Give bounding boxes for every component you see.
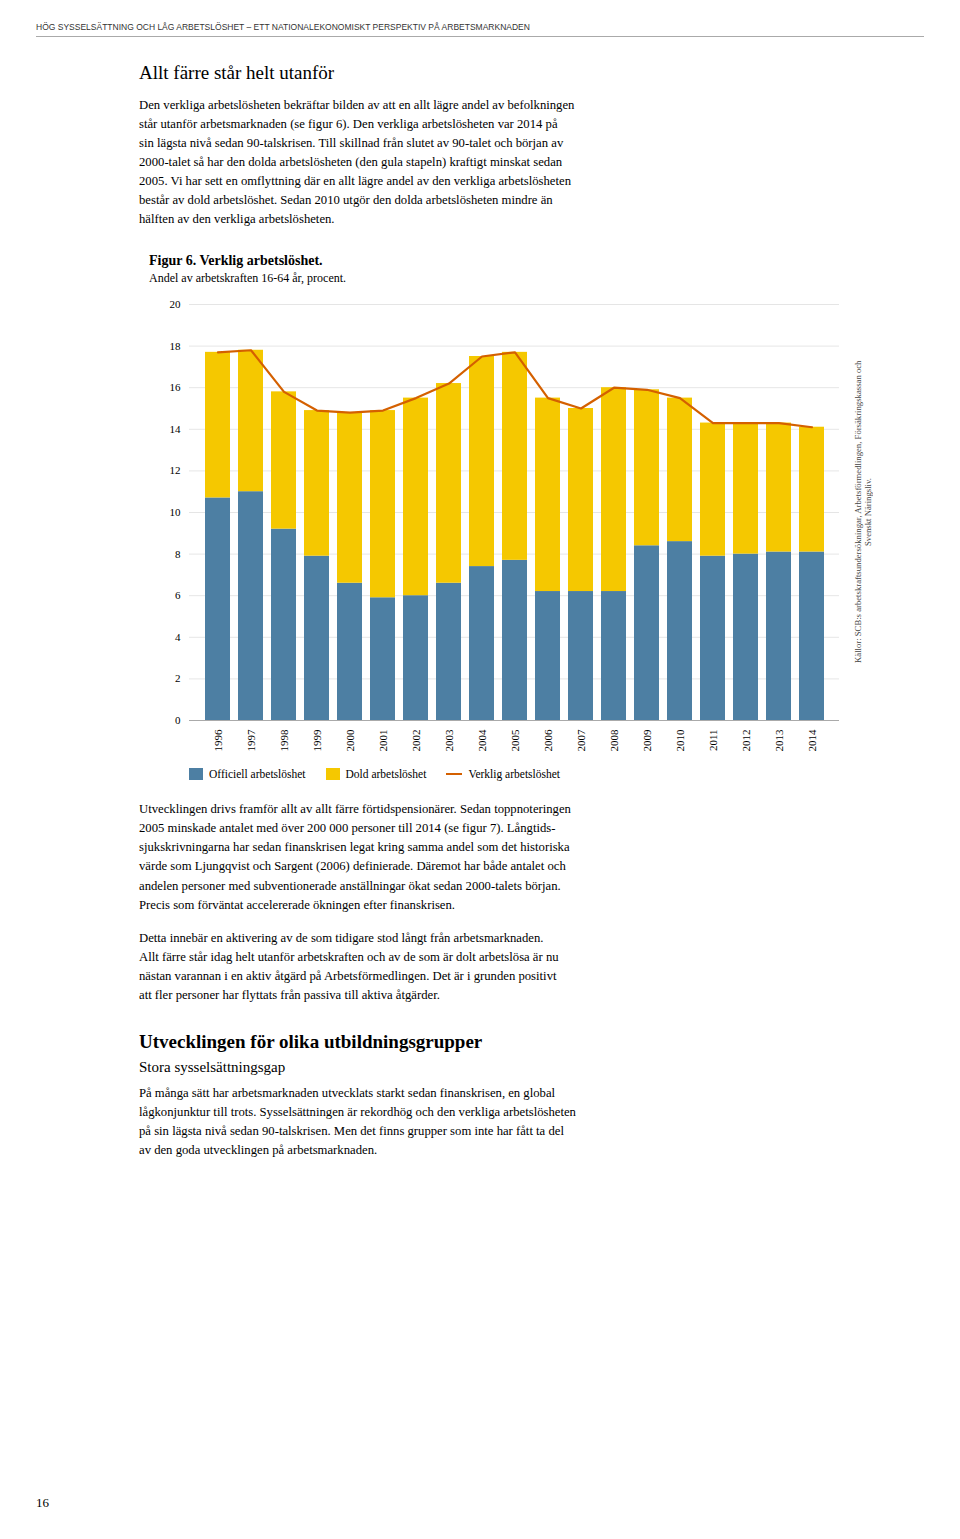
svg-text:2002: 2002 [410,730,422,752]
svg-text:2007: 2007 [575,729,587,752]
svg-text:2004: 2004 [476,729,488,752]
svg-text:1998: 1998 [278,729,290,752]
html-text:Verklig arbetslöshet: Verklig arbetslöshet [468,768,560,781]
svg-text:4: 4 [175,631,181,643]
svg-text:2: 2 [175,673,181,685]
svg-text:6: 6 [175,590,181,602]
svg-text:2010: 2010 [674,729,686,752]
html-text:På många sätt har arbetsmarkna: På många sätt har arbetsmarknaden utveck… [139,1085,576,1157]
svg-text:2012: 2012 [740,730,752,752]
svg-text:14: 14 [170,423,182,435]
html-text:Detta innebär en aktivering av: Detta innebär en aktivering av de som ti… [139,930,559,1002]
svg-text:8: 8 [175,548,181,560]
svg-text:2003: 2003 [443,729,455,752]
svg-text:12: 12 [170,465,181,477]
svg-text:2014: 2014 [806,729,818,752]
svg-text:0: 0 [175,714,181,726]
html-text:16: 16 [36,1495,49,1510]
html-text:Dold arbetslöshet: Dold arbetslöshet [345,768,427,781]
svg-text:18: 18 [170,340,182,352]
html-text:Utvecklingen för olika utbildn: Utvecklingen för olika utbildningsgruppe… [139,1030,483,1052]
html-text:HÖG SYSSELSÄTTNING OCH LÅG ARB: HÖG SYSSELSÄTTNING OCH LÅG ARBETSLÖSHET … [36,22,530,32]
html-text:Figur 6. Verklig arbetslöshet.: Figur 6. Verklig arbetslöshet. [149,253,323,269]
svg-text:16: 16 [170,382,182,394]
svg-text:10: 10 [170,506,182,518]
html-text:Stora sysselsättningsgap: Stora sysselsättningsgap [139,1058,286,1075]
html-text:Officiell arbetslöshet: Officiell arbetslöshet [209,768,306,781]
svg-text:1996: 1996 [212,729,224,752]
svg-text:2000: 2000 [344,729,356,752]
svg-text:1997: 1997 [245,729,257,752]
html-text:Andel av arbetskraften 16-64 å: Andel av arbetskraften 16-64 år, procent… [149,271,347,286]
svg-text:1999: 1999 [311,729,323,752]
html-text:Den verkliga arbetslösheten be: Den verkliga arbetslösheten bekräftar bi… [139,98,575,227]
svg-text:2005: 2005 [509,729,521,752]
svg-text:2001: 2001 [377,730,389,752]
svg-text:2011: 2011 [707,730,719,752]
svg-text:20: 20 [170,298,182,310]
html-text:Källor: SCB:s arbetskraftsunde: Källor: SCB:s arbetskraftsundersökningar… [853,361,873,664]
html-text:Utvecklingen drivs framför all: Utvecklingen drivs framför allt av allt … [139,802,571,912]
svg-text:2009: 2009 [641,729,653,752]
svg-text:2013: 2013 [773,729,785,752]
svg-text:2006: 2006 [542,729,554,752]
svg-text:2008: 2008 [608,729,620,752]
html-text:Allt färre står helt utanför: Allt färre står helt utanför [139,62,335,83]
